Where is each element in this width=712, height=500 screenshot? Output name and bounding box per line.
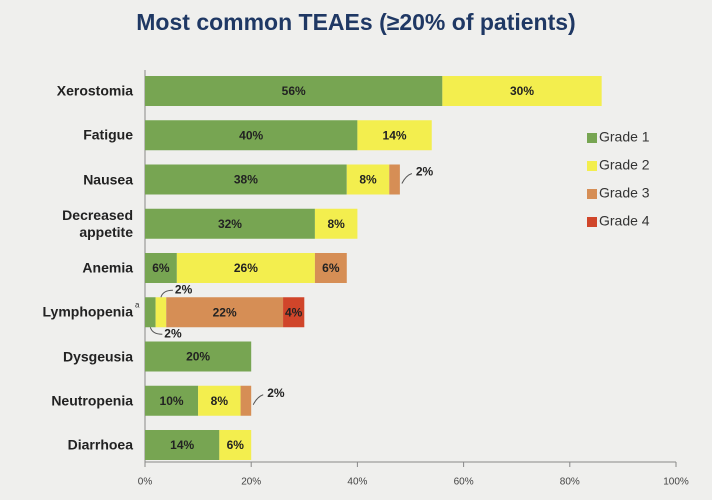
category-label: Lymphopenia [42,303,134,320]
bar-segment [145,76,443,106]
leader-line [252,394,264,405]
bar-segment [166,297,284,328]
data-label: 6% [152,261,170,275]
category-label: Decreased appetite [62,206,133,240]
legend-swatch [587,161,597,171]
data-label: 30% [510,84,534,98]
bar-segment [314,253,347,283]
bar-segment [240,385,252,416]
x-tick-label: 20% [241,477,261,488]
data-label: 32% [218,217,242,231]
bar-segment [442,76,602,106]
bar-segment [145,208,315,239]
bar-segment [198,385,241,416]
data-label: 6% [322,261,340,275]
data-label: 14% [383,128,407,142]
legend-label: Grade 3 [599,185,650,201]
x-tick-label: 60% [454,477,474,488]
category-label: Xerostomia [56,82,133,99]
category-label: Anemia [82,259,133,276]
category-label: Nausea [83,171,133,187]
chart-title: Most common TEAEs (≥20% of patients) [136,9,575,35]
data-label: 22% [213,305,237,319]
leader-line [149,327,163,335]
data-label: 4% [285,305,303,319]
bar-segment [145,385,199,416]
data-label: 56% [282,84,306,98]
legend-swatch [587,133,597,143]
data-label: 8% [359,173,377,187]
data-label: 6% [227,438,245,452]
legend-swatch [587,217,597,227]
bar-segment [389,164,400,195]
bar-segment [145,253,177,283]
bar-segment [155,297,167,328]
bar-segment [145,164,347,195]
bar-segment [346,164,390,195]
legend-label: Grade 2 [599,157,650,173]
data-label: 26% [234,261,258,275]
leader-line [401,173,413,184]
category-label: Diarrhoea [67,436,133,453]
bar-segment [145,430,220,460]
data-label: 40% [239,128,263,142]
bar-segment [145,297,156,328]
legend-swatch [587,189,597,199]
bar-segment [145,120,358,151]
data-label: 2% [175,282,193,296]
bar-segment [357,120,432,151]
data-label: 10% [160,394,184,408]
x-tick-label: 80% [560,477,580,488]
data-label: 14% [170,438,194,452]
data-label: 2% [267,386,285,400]
bar-segment [314,208,358,239]
x-tick-label: 40% [347,477,367,488]
category-label: Dysgeusia [62,348,133,364]
bar-segment [145,341,252,372]
legend-label: Grade 4 [599,213,650,229]
legend-label: Grade 1 [599,129,650,145]
leader-line [160,289,173,298]
data-label: 8% [211,394,229,408]
x-tick-label: 100% [663,477,689,488]
data-label: 20% [186,350,210,364]
x-tick-label: 0% [138,477,153,488]
data-label: 38% [234,173,258,187]
data-label: 2% [164,326,182,340]
category-label: Fatigue [83,126,133,143]
bar-segment [176,253,315,283]
category-label: Neutropenia [51,392,133,409]
data-label: 8% [327,217,345,231]
bar-segment [283,297,305,328]
bar-segment [219,430,252,460]
category-note: a [135,300,140,309]
data-label: 2% [416,165,434,179]
